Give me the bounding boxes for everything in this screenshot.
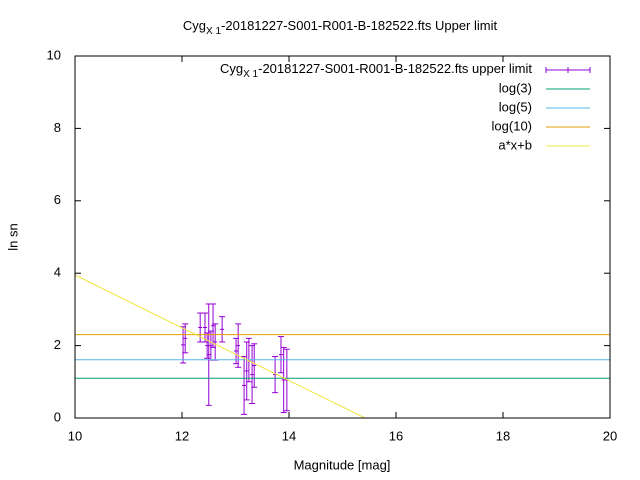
legend-label: CygX 1-20181227-S001-R001-B-182522.fts u… [220, 61, 532, 79]
chart-title-part: Cyg [183, 18, 206, 33]
legend-label: log(10) [492, 118, 532, 133]
legend-label-part: -20181227-S001-R001-B-182522.fts upper l… [258, 61, 532, 76]
y-tick-label: 10 [47, 47, 61, 62]
error-bar [251, 343, 258, 388]
chart-title-part: X 1 [206, 26, 221, 37]
error-bar [219, 316, 226, 343]
error-bar [243, 341, 250, 401]
legend-label-part: Cyg [220, 61, 243, 76]
x-axis-label: Magnitude [mag] [294, 457, 391, 472]
legend-label: log(5) [499, 99, 532, 114]
x-tick-label: 16 [389, 428, 403, 443]
error-bar [277, 336, 284, 374]
chart-title-part: -20181227-S001-R001-B-182522.fts Upper l… [221, 18, 497, 33]
y-tick-label: 2 [54, 337, 61, 352]
error-bar [272, 355, 279, 394]
y-tick-label: 0 [54, 409, 61, 424]
error-bar [241, 355, 248, 415]
x-tick-label: 20 [603, 428, 617, 443]
legend-label: a*x+b [498, 137, 532, 152]
legend-swatch [545, 67, 591, 73]
x-tick-label: 18 [496, 428, 510, 443]
error-bar [182, 323, 189, 354]
plot-border [74, 55, 611, 419]
error-bar [280, 346, 287, 414]
y-axis-label: ln sn [5, 223, 20, 250]
y-tick-label: 6 [54, 192, 61, 207]
chart-title: CygX 1-20181227-S001-R001-B-182522.fts U… [183, 18, 498, 36]
legend-label: log(3) [499, 80, 532, 95]
line [75, 274, 366, 418]
x-tick-label: 10 [68, 428, 82, 443]
x-tick-label: 14 [282, 428, 296, 443]
y-tick-label: 8 [54, 120, 61, 135]
y-tick-label: 4 [54, 265, 61, 280]
legend-label-part: X 1 [243, 69, 258, 80]
x-tick-label: 12 [175, 428, 189, 443]
